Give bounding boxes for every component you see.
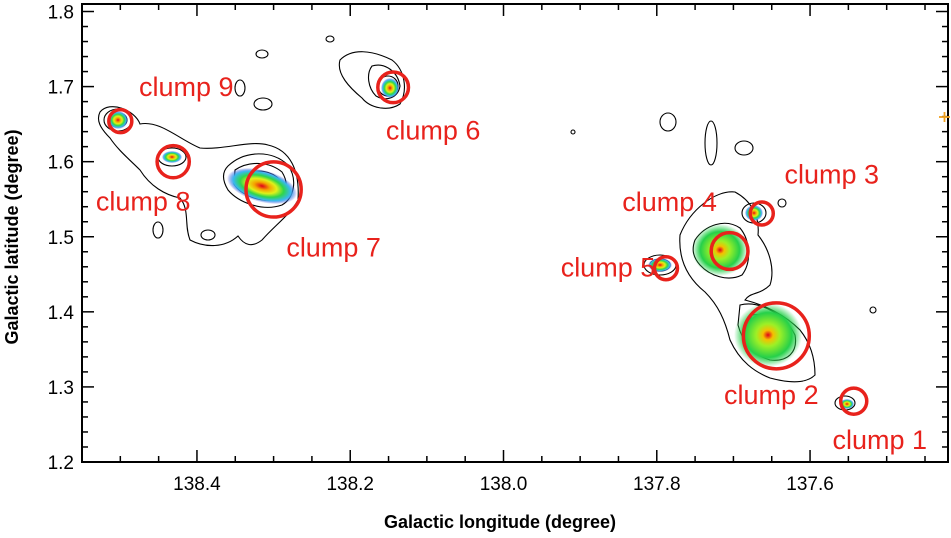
clump-marker-circle [244,160,303,219]
clump-label: clump 1 [832,425,927,455]
y-tick-label: 1.6 [48,153,74,174]
x-axis-title: Galactic longitude (degree) [384,512,616,532]
contour-clump6-outer [338,51,405,109]
y-tick-label: 1.3 [48,378,74,399]
clump-label: clump 6 [386,115,481,145]
x-tick-label: 137.8 [633,474,681,495]
emission-clump8 [162,151,182,163]
clump-label: clump 3 [784,159,879,189]
contour-outer-west [97,106,299,247]
contour-east-blob6 [777,198,787,208]
contour-east-blob4 [869,306,877,314]
x-tick-label: 138.0 [480,474,528,495]
clump-marker-circle [709,230,750,272]
emission-clump7 [226,167,298,205]
y-tick-label: 1.8 [48,3,74,24]
clump-marker-circle [155,143,192,180]
contour-east-blob5 [570,129,576,135]
contour-east-blob3 [734,140,754,156]
plot-frame [81,3,949,463]
emission-clump6 [381,78,399,98]
x-tick-label: 137.6 [786,474,834,495]
clump-marker-circle [838,386,869,416]
contour-west-blob2 [255,49,269,59]
clump-label: clump 7 [286,232,381,262]
x-tick-label: 138.4 [173,474,221,495]
clump-marker-circle [107,107,134,135]
clump-marker-circle [741,301,812,371]
y-tick-label: 1.2 [48,453,74,474]
clump-marker-circle [652,255,680,282]
clump-label: clump 9 [139,72,234,102]
emission-clump9 [108,111,128,129]
y-axis-title: Galactic latitude (degree) [2,129,22,344]
clump-marker-circle [748,200,776,227]
clump-label: clump 2 [724,380,819,410]
emission-clump2 [734,303,802,367]
axes [81,3,949,463]
y-tick-label: 1.5 [48,228,74,249]
y-tick-label: 1.4 [48,303,75,324]
contour-west-blob [253,97,273,111]
contour-west-small [200,229,216,241]
emission-clump4 [692,224,748,276]
x-tick-label: 138.2 [326,474,374,495]
clump-marker-circle [376,70,411,105]
contour-inner-west-7 [222,153,295,208]
emission-layer [108,78,854,409]
clump-label: clump 5 [561,252,656,282]
y-tick-label: 1.7 [48,78,74,99]
clump-markers: clump 1 clump 2 clump 3 clump 4 clump 5 clump… [96,70,927,455]
tick-labels: 138.4 138.2 138.0 137.8 137.6 1.2 1.3 1.4 1.5 1.6… [48,3,834,495]
contour-east-blob1 [659,112,677,132]
clump-label: clump 8 [96,187,191,217]
contour-clump6-small [325,35,335,43]
clump-label: clump 4 [622,187,717,217]
contour-east-blob2 [704,120,718,166]
contour-west-blob3 [234,79,246,97]
contour-west-small2 [152,221,164,239]
orange-cross-marker [939,112,950,122]
